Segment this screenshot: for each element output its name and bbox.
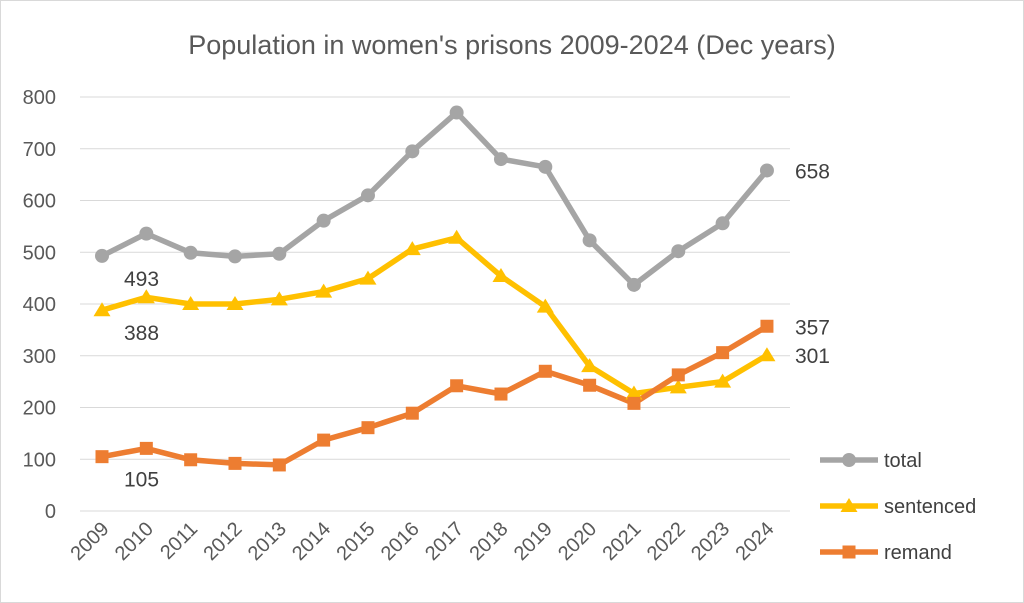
data-label-sentenced: 388 [124,322,159,345]
data-point-total [360,188,375,203]
x-tick-label: 2012 [200,518,247,565]
x-tick-label: 2021 [598,518,645,565]
data-point-total [449,105,464,120]
data-point-total [227,249,242,264]
data-point-sentenced [137,289,155,304]
data-point-total [538,159,553,174]
data-labels: 493 388 105 658 357 301 [124,160,830,491]
data-point-total [493,152,508,167]
data-point-total [626,277,641,292]
data-point-sentenced [403,241,421,256]
data-point-sentenced [359,270,377,285]
data-point-remand [760,319,774,333]
data-point-sentenced [669,379,687,394]
data-point-remand [184,453,198,467]
y-tick-label: 600 [23,191,56,213]
data-point-sentenced [536,298,554,313]
data-point-sentenced [714,373,732,388]
series-markers [93,105,776,472]
y-tick-label: 700 [23,139,56,161]
data-point-sentenced [270,291,288,306]
data-point-remand [494,387,508,401]
legend-marker-remand [842,545,856,559]
y-axis-ticks: 0 100 200 300 400 500 600 700 800 [23,87,56,523]
legend-label-total: total [884,450,922,472]
data-point-remand [671,368,685,382]
data-point-remand [716,346,730,360]
data-point-total [272,246,287,261]
y-tick-label: 200 [23,398,56,420]
x-tick-label: 2023 [687,518,734,565]
data-point-total [582,233,597,248]
chart-title: Population in women's prisons 2009-2024 … [188,30,836,60]
x-tick-label: 2009 [67,518,114,565]
data-label-total: 658 [795,160,830,183]
legend-marker-sentenced [840,498,858,512]
data-point-sentenced [448,229,466,244]
data-point-total [95,248,109,263]
data-point-sentenced [315,283,333,298]
y-tick-label: 800 [23,87,56,109]
data-point-sentenced [758,347,776,362]
data-label-sentenced: 301 [795,345,830,368]
x-axis-ticks: 2009201020112012201320142015201620172018… [67,518,779,565]
data-point-remand [95,450,109,464]
data-point-remand [317,433,331,447]
legend-label-sentenced: sentenced [884,496,976,518]
legend-label-remand: remand [884,542,952,564]
x-tick-label: 2010 [111,518,158,565]
y-tick-label: 100 [23,449,56,471]
x-tick-label: 2020 [554,518,601,565]
data-point-total [715,216,730,231]
data-point-sentenced [581,358,599,373]
data-point-remand [361,421,375,435]
data-label-remand: 105 [124,469,159,492]
y-tick-label: 0 [45,501,56,523]
data-point-sentenced [182,296,200,310]
data-point-remand [228,456,242,470]
data-point-total [405,144,420,159]
data-point-remand [450,379,464,393]
data-point-sentenced [93,302,111,317]
x-tick-label: 2024 [731,518,778,565]
data-point-sentenced [492,268,510,283]
x-tick-label: 2013 [244,518,291,565]
data-point-total [671,244,686,259]
x-tick-label: 2011 [156,518,202,564]
data-point-remand [139,441,153,455]
x-tick-label: 2017 [421,518,468,565]
data-point-sentenced [625,385,643,400]
data-point-remand [627,396,641,410]
x-tick-label: 2019 [510,518,557,565]
y-tick-label: 400 [23,294,56,316]
data-label-total: 493 [124,268,159,291]
data-label-remand: 357 [795,316,830,339]
legend-marker-total [842,453,856,467]
x-tick-label: 2016 [377,518,424,565]
data-point-total [183,245,198,260]
x-tick-label: 2014 [288,518,335,565]
data-point-total [316,213,331,228]
data-point-total [759,163,774,178]
data-point-remand [583,378,597,392]
x-tick-label: 2015 [332,518,379,565]
y-tick-label: 300 [23,346,56,368]
legend: total sentenced remand [820,450,976,564]
data-point-remand [405,406,419,420]
data-point-sentenced [226,296,244,310]
x-tick-label: 2022 [643,518,690,565]
series-line-remand [99,323,770,468]
x-tick-label: 2018 [465,518,512,565]
y-tick-label: 500 [23,242,56,264]
series-line-total [99,109,770,288]
data-point-remand [272,458,286,472]
data-point-remand [538,364,552,378]
series-lines [99,109,770,468]
data-point-total [139,226,154,241]
